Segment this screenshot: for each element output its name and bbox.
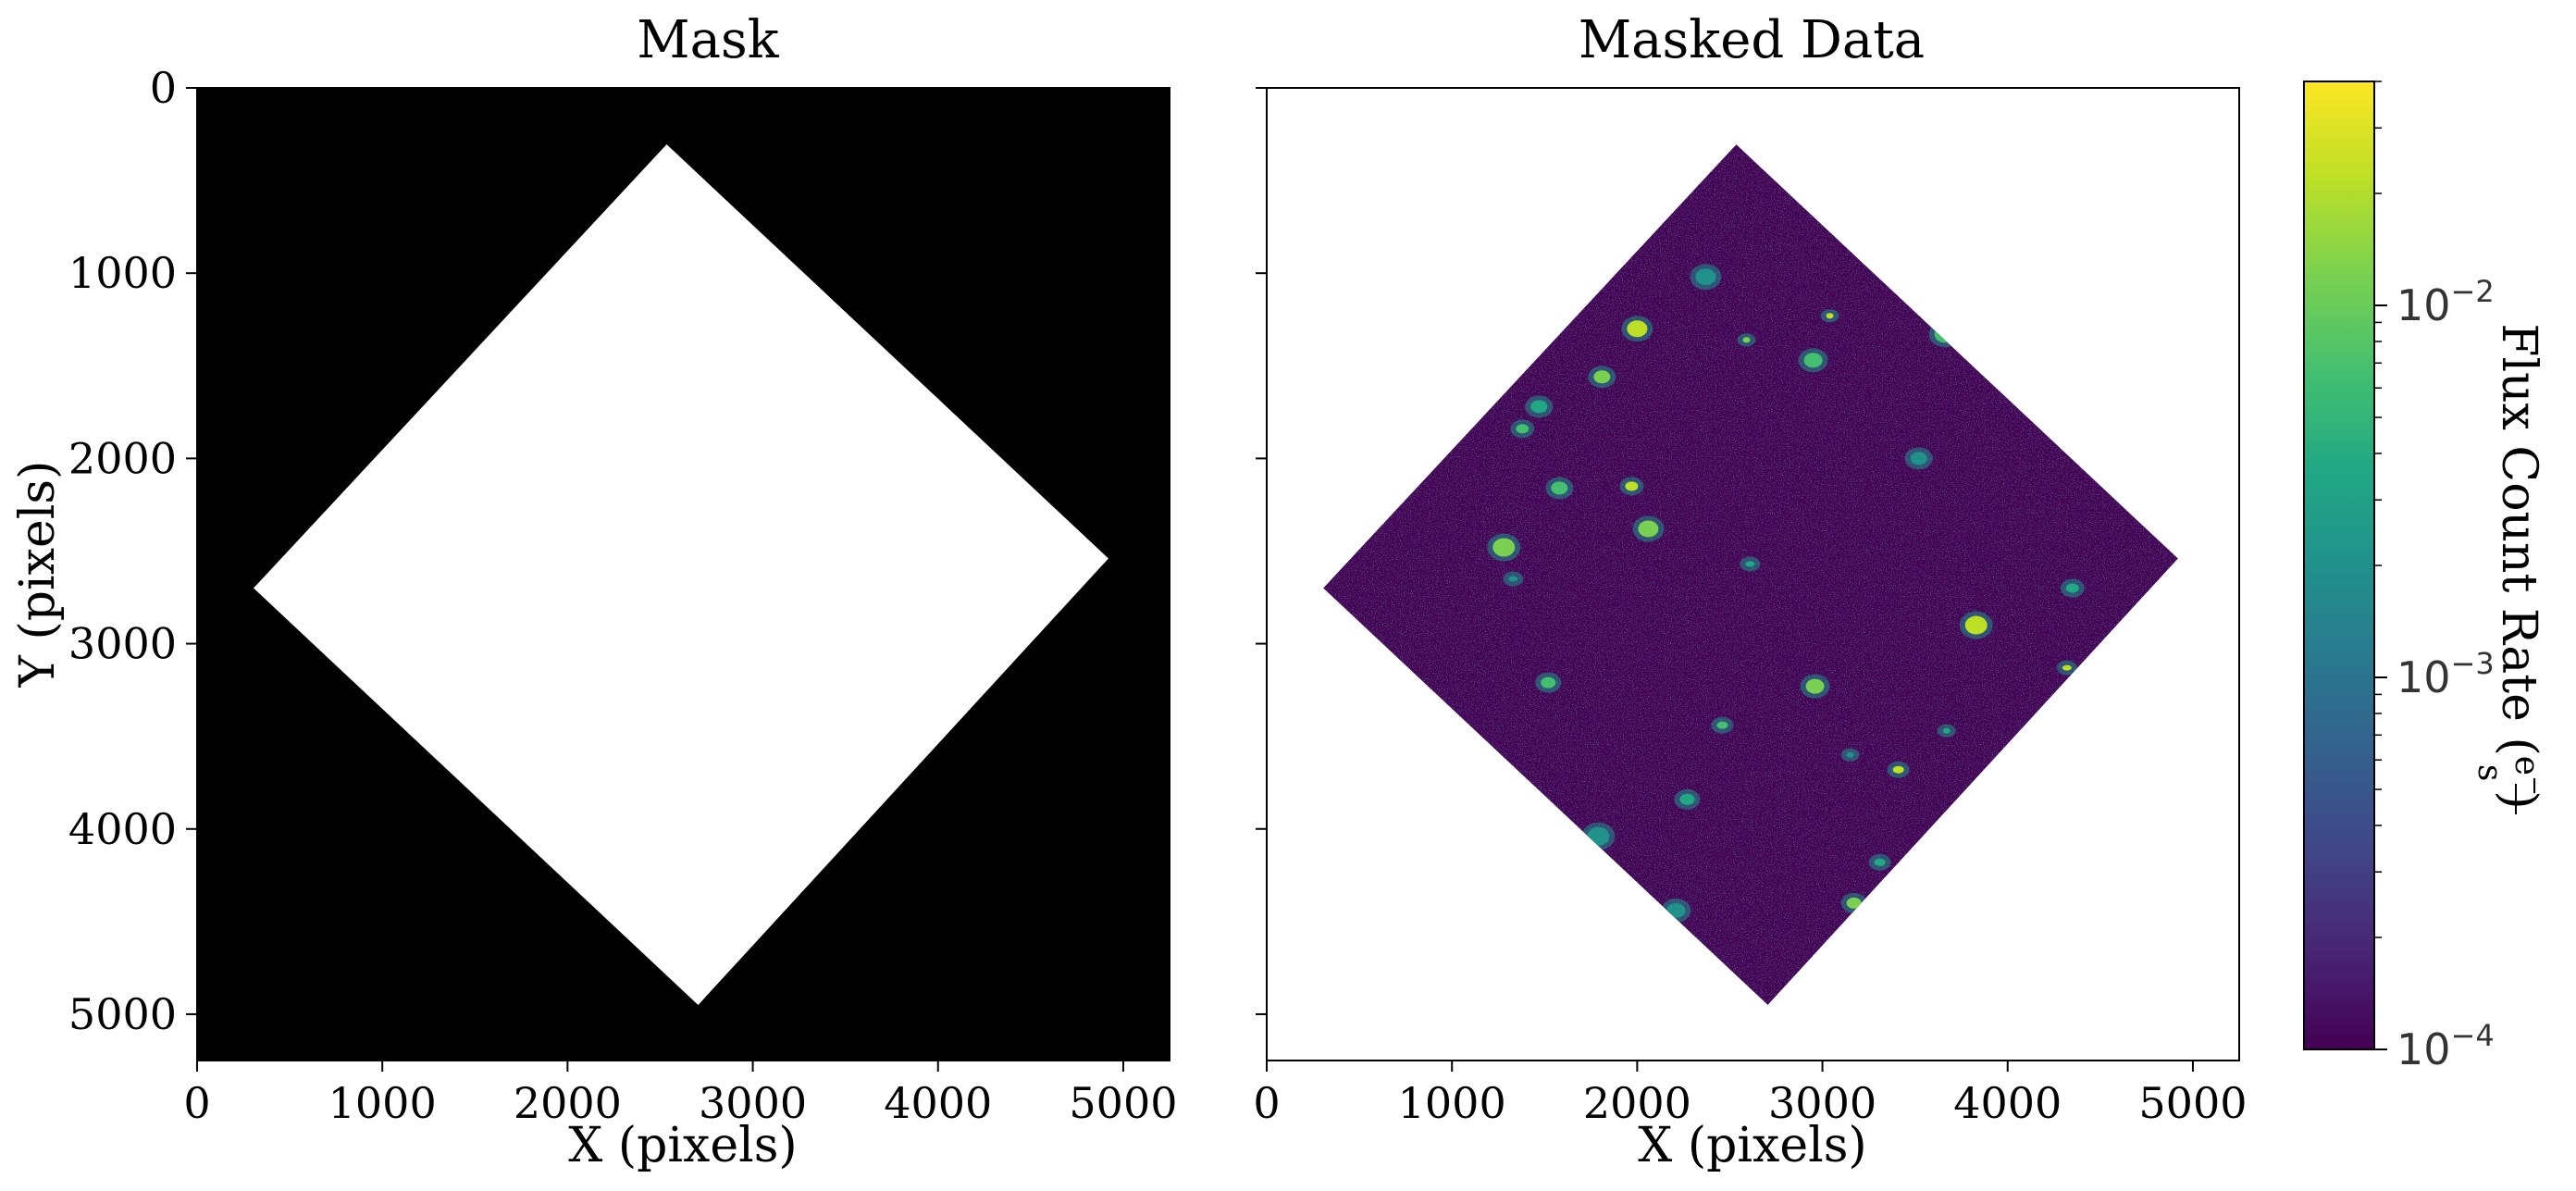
colorbar-tick-label: 10−3 — [2396, 646, 2495, 702]
source-core — [1593, 370, 1611, 384]
source-core — [1541, 676, 1556, 689]
mask-region — [254, 144, 1108, 1005]
source-core — [1826, 313, 1834, 319]
masked-data-y-ticks — [1256, 87, 1267, 1015]
colorbar-label: Flux Count Rate (e−s) — [2471, 323, 2548, 814]
source-core — [1716, 721, 1728, 729]
x-tick-label: 3000 — [699, 1078, 807, 1128]
mask-title: Mask — [637, 10, 779, 70]
source-core — [1745, 561, 1755, 567]
source-core — [1508, 576, 1518, 582]
y-tick-label: 3000 — [68, 619, 177, 669]
mask-x-ticks: 0 1000 2000 3000 4000 5000 — [183, 1061, 1177, 1128]
x-tick-label: 0 — [1253, 1078, 1280, 1128]
source-core — [1846, 751, 1854, 758]
colorbar-tick-label: 10−4 — [2396, 1018, 2495, 1074]
mask-frame — [196, 87, 1170, 1061]
mask-x-axis-label: X (pixels) — [568, 1118, 797, 1173]
source-core — [1874, 858, 1886, 866]
y-tick-label: 5000 — [68, 989, 177, 1039]
masked-data-title: Masked Data — [1579, 10, 1925, 70]
mask-panel: Mask 0 1000 2000 3000 4000 5000 0 1000 2000 3000… — [10, 10, 1177, 1173]
x-tick-label: 3000 — [1768, 1078, 1876, 1128]
source-core — [1625, 481, 1639, 491]
mask-y-ticks: 0 1000 2000 3000 4000 5000 — [68, 63, 197, 1039]
colorbar-label-close: ) — [2491, 790, 2546, 809]
y-tick-label: 0 — [150, 63, 177, 113]
source-core — [1910, 452, 1927, 465]
colorbar-unit-superscript: − — [2520, 775, 2548, 796]
masked-data-x-ticks: 0 1000 2000 3000 4000 5000 — [1253, 1061, 2247, 1128]
colorbar-gradient — [2304, 81, 2374, 1049]
source-core — [1530, 400, 1548, 414]
source-core — [1964, 615, 1988, 635]
x-tick-label: 4000 — [1953, 1078, 2062, 1128]
y-tick-label: 2000 — [68, 433, 177, 483]
x-tick-label: 5000 — [1069, 1078, 1177, 1128]
x-tick-label: 1000 — [1398, 1078, 1506, 1128]
masked-data-frame — [1266, 87, 2240, 1061]
source-core — [1805, 678, 1825, 694]
x-tick-label: 1000 — [328, 1078, 437, 1128]
source-core — [1638, 520, 1659, 538]
x-tick-label: 4000 — [884, 1078, 992, 1128]
x-tick-label: 5000 — [2138, 1078, 2247, 1128]
colorbar-unit-numerator: e — [2508, 756, 2545, 775]
source-core — [1551, 481, 1568, 495]
colorbar-label-text: Flux Count Rate ( — [2491, 323, 2546, 755]
masked-data-panel: Masked Data 0 1000 2000 3000 4000 5000 X (pix… — [1253, 10, 2247, 1173]
source-core — [1627, 320, 1648, 338]
source-core — [2062, 664, 2072, 671]
x-tick-label: 0 — [183, 1078, 210, 1128]
source-core — [1492, 538, 1516, 557]
x-tick-label: 2000 — [514, 1078, 622, 1128]
source-core — [2065, 583, 2079, 593]
colorbar-tick-label: 10−2 — [2396, 274, 2495, 330]
colorbar-unit-denominator: s — [2471, 764, 2508, 781]
source-core — [1742, 337, 1751, 343]
source-core — [1942, 727, 1951, 734]
source-core — [1516, 424, 1530, 434]
x-tick-label: 2000 — [1583, 1078, 1691, 1128]
source-core — [1803, 353, 1823, 368]
svg-text:Flux Count Rate (e−s): Flux Count Rate (e−s) — [2471, 323, 2548, 809]
mask-y-axis-label: Y (pixels) — [10, 461, 66, 689]
source-core — [1679, 793, 1695, 805]
y-tick-label: 1000 — [68, 248, 177, 298]
source-core — [1666, 902, 1686, 918]
y-tick-label: 4000 — [68, 804, 177, 854]
source-core — [1846, 897, 1862, 909]
masked-data-x-axis-label: X (pixels) — [1638, 1118, 1866, 1173]
colorbar-ticks: 10−2 10−3 10−4 — [2374, 81, 2495, 1074]
source-core — [1695, 268, 1716, 286]
source-core — [1892, 765, 1904, 774]
colorbar: 10−2 10−3 10−4 Flux Count Rate (e−s) — [2303, 81, 2548, 1074]
